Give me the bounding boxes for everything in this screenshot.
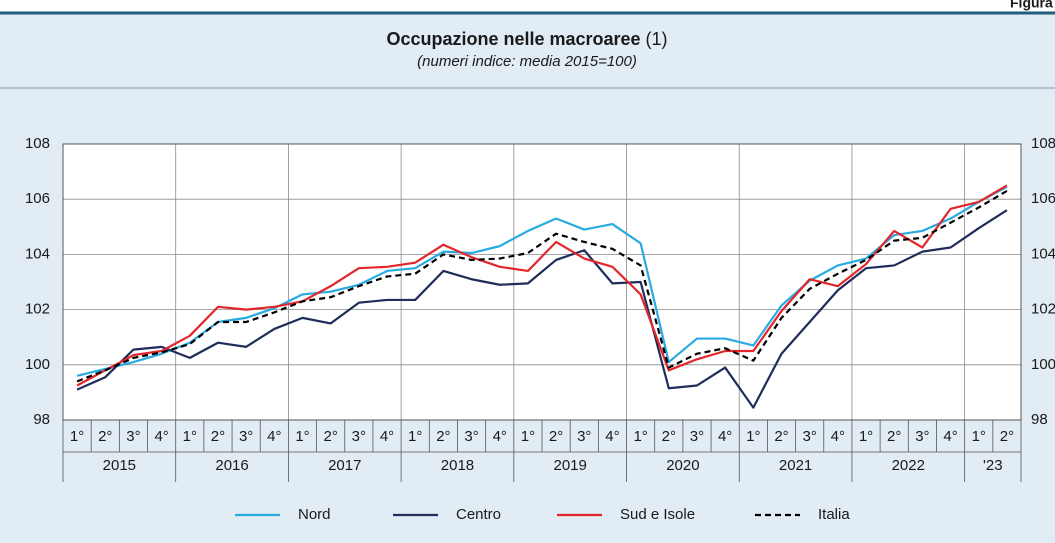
x-tick-label: 1° bbox=[746, 428, 760, 445]
x-tick-label: 3° bbox=[352, 428, 366, 445]
x-group-label: 2021 bbox=[779, 457, 812, 474]
legend-label: Centro bbox=[456, 506, 501, 523]
x-tick-label: 3° bbox=[239, 428, 253, 445]
y2-tick-label: 102 bbox=[1031, 301, 1055, 318]
x-tick-label: 2° bbox=[1000, 428, 1014, 445]
x-tick-label: 1° bbox=[408, 428, 422, 445]
x-tick-label: 2° bbox=[211, 428, 225, 445]
x-tick-label: 3° bbox=[915, 428, 929, 445]
y-tick-label: 102 bbox=[25, 301, 50, 318]
x-tick-label: 3° bbox=[803, 428, 817, 445]
plot-area bbox=[63, 144, 1021, 420]
series-line bbox=[76, 184, 1008, 387]
x-group-label: 2016 bbox=[215, 457, 248, 474]
plot-frame bbox=[62, 143, 1022, 421]
legend-label: Nord bbox=[298, 506, 331, 523]
x-tick-label: 4° bbox=[380, 428, 394, 445]
x-tick-label: 4° bbox=[605, 428, 619, 445]
x-tick-label: 4° bbox=[943, 428, 957, 445]
series-line bbox=[76, 209, 1008, 409]
x-tick-label: 2° bbox=[774, 428, 788, 445]
x-tick-label: 3° bbox=[464, 428, 478, 445]
x-tick-label: 4° bbox=[718, 428, 732, 445]
figure-label: Figura 4. bbox=[1010, 0, 1055, 11]
x-tick-label: 2° bbox=[549, 428, 563, 445]
x-group-label: '23 bbox=[983, 457, 1003, 474]
y2-tick-label: 108 bbox=[1031, 135, 1055, 152]
x-tick-label: 4° bbox=[493, 428, 507, 445]
x-tick-label: 1° bbox=[70, 428, 84, 445]
x-tick-label: 1° bbox=[295, 428, 309, 445]
x-tick-label: 2° bbox=[662, 428, 676, 445]
x-group-label: 2017 bbox=[328, 457, 361, 474]
x-tick-label: 2° bbox=[98, 428, 112, 445]
legend-label: Sud e Isole bbox=[620, 506, 695, 523]
x-group-label: 2019 bbox=[553, 457, 586, 474]
x-tick-label: 1° bbox=[633, 428, 647, 445]
x-tick-label: 3° bbox=[126, 428, 140, 445]
y2-tick-label: 106 bbox=[1031, 190, 1055, 207]
chart-subtitle: (numeri indice: media 2015=100) bbox=[417, 53, 637, 70]
x-group-label: 2018 bbox=[441, 457, 474, 474]
y2-tick-label: 104 bbox=[1031, 245, 1055, 262]
x-tick-label: 2° bbox=[887, 428, 901, 445]
x-tick-label: 4° bbox=[831, 428, 845, 445]
y-tick-label: 104 bbox=[25, 245, 50, 262]
y2-tick-label: 100 bbox=[1031, 356, 1055, 373]
title-note: (1) bbox=[646, 29, 668, 49]
x-tick-label: 4° bbox=[267, 428, 281, 445]
chart-title: Occupazione nelle macroaree bbox=[386, 29, 640, 49]
x-group-label: 2020 bbox=[666, 457, 699, 474]
x-tick-label: 1° bbox=[183, 428, 197, 445]
series-line bbox=[76, 189, 1008, 383]
x-tick-label: 2° bbox=[324, 428, 338, 445]
legend-label: Italia bbox=[818, 506, 850, 523]
x-tick-label: 1° bbox=[859, 428, 873, 445]
title-line: Occupazione nelle macroaree (1) bbox=[386, 29, 667, 49]
x-tick-label: 2° bbox=[436, 428, 450, 445]
x-group-label: 2022 bbox=[892, 457, 925, 474]
y2-tick-label: 98 bbox=[1031, 411, 1048, 428]
x-tick-label: 3° bbox=[690, 428, 704, 445]
y-tick-label: 100 bbox=[25, 356, 50, 373]
y-tick-label: 106 bbox=[25, 190, 50, 207]
x-tick-label: 3° bbox=[577, 428, 591, 445]
series-line bbox=[76, 185, 1008, 377]
y-tick-label: 98 bbox=[33, 411, 50, 428]
x-tick-label: 1° bbox=[972, 428, 986, 445]
y-tick-label: 108 bbox=[25, 135, 50, 152]
x-group-label: 2015 bbox=[103, 457, 136, 474]
x-tick-label: 4° bbox=[154, 428, 168, 445]
x-tick-label: 1° bbox=[521, 428, 535, 445]
